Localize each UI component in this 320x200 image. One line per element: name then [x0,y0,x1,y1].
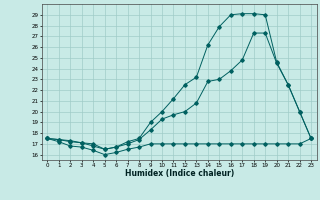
X-axis label: Humidex (Indice chaleur): Humidex (Indice chaleur) [124,169,234,178]
